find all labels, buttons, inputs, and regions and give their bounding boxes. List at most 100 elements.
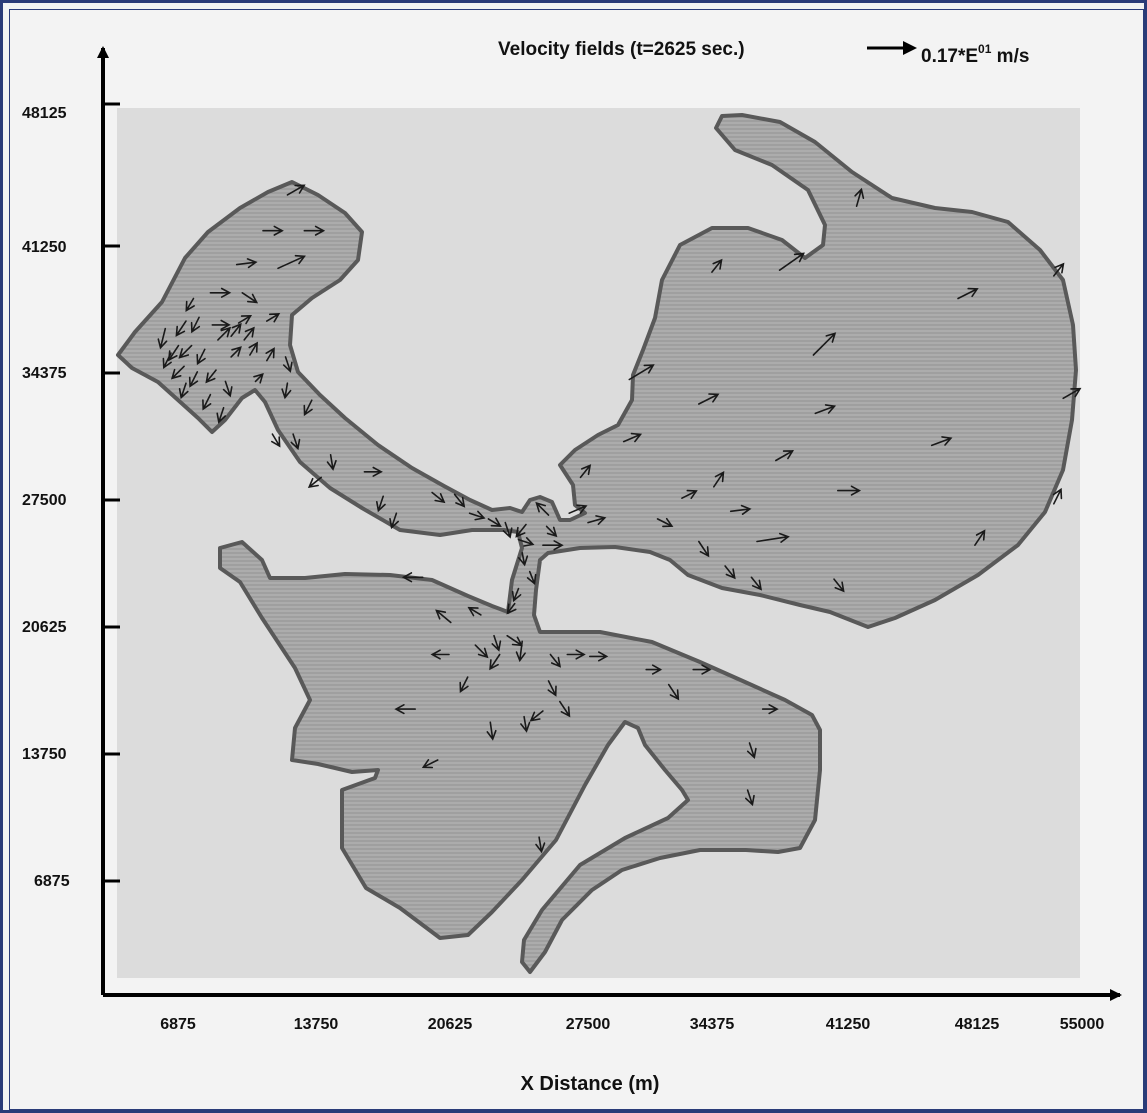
velocity-vector [529,710,544,722]
velocity-vector [502,521,513,539]
velocity-vector [453,493,466,508]
velocity-vector [698,393,720,405]
velocity-vector [833,578,845,593]
velocity-vector [253,373,264,384]
y-tick-label: 20625 [22,619,67,636]
velocity-vector [162,352,172,369]
velocity-vector [190,316,201,334]
velocity-vector [487,517,502,527]
legend-scale-exponent: 01 [978,42,992,56]
velocity-vector [459,676,469,693]
velocity-vector [692,664,712,675]
y-tick-label: 34375 [22,365,67,382]
velocity-vector [188,371,199,388]
velocity-vector [211,319,231,330]
velocity-vector [167,344,180,362]
velocity-vector [431,491,446,504]
velocity-vector [290,433,301,451]
velocity-vector [196,348,206,366]
velocity-vector [568,504,588,514]
velocity-vector [489,653,501,671]
velocity-vector [363,466,383,477]
velocity-vector [216,406,227,424]
y-tick-label: 6875 [34,873,70,890]
velocity-vector [750,576,763,591]
legend-scale-arrow-head [903,41,917,55]
water-body [116,113,1078,974]
velocity-vector [175,320,187,337]
velocity-vector [628,364,655,381]
velocity-vector [467,606,482,617]
velocity-vector [974,529,986,546]
velocity-vector [812,332,837,356]
velocity-vector [729,504,752,515]
velocity-vector [185,297,195,312]
velocity-vector [761,704,779,715]
chart-title: Velocity fields (t=2625 sec.) [498,39,745,60]
velocity-vector [262,225,284,236]
velocity-vector [421,759,439,769]
velocity-vector [542,540,564,551]
velocity-vector [713,471,725,488]
x-tick-label: 6875 [160,1016,196,1033]
velocity-vector [241,292,259,304]
velocity-vector [814,404,837,415]
velocity-vector [778,252,805,271]
velocity-vector [430,649,450,660]
velocity-vector [559,700,571,718]
velocity-vector [579,464,592,479]
legend-scale-label: 0.17*E01 m/s [921,42,1029,67]
velocity-vector [957,287,979,300]
velocity-vector [511,587,522,603]
x-tick-label: 20625 [428,1016,473,1033]
velocity-vector [474,644,489,659]
velocity-vector [202,393,212,411]
velocity-vector [265,347,275,362]
x-tick-label: 34375 [690,1016,735,1033]
velocity-vector [667,683,680,701]
velocity-vector [547,680,557,697]
velocity-vector [157,327,168,350]
velocity-vector [303,399,313,417]
velocity-vector [248,341,258,356]
x-tick-label: 48125 [955,1016,1000,1033]
velocity-vector [178,344,193,359]
velocity-vector [520,715,531,733]
velocity-vector [587,515,607,525]
velocity-vector [535,501,550,516]
velocity-vector [526,570,537,586]
velocity-vector [535,836,546,854]
velocity-vector [517,537,535,547]
y-tick-label: 27500 [22,492,67,509]
velocity-vector [486,721,497,741]
figure-inner-border [9,9,1144,1110]
velocity-vector [243,326,255,341]
velocity-vector [235,258,258,269]
x-axis-label: X Distance (m) [521,1073,660,1095]
velocity-vector [205,369,217,384]
velocity-vector [209,287,232,298]
y-tick-label: 13750 [22,746,67,763]
velocity-vector [217,326,232,341]
x-tick-label: 55000 [1060,1016,1105,1033]
velocity-vector [724,565,736,580]
velocity-vector [389,512,399,530]
velocity-vector [681,489,698,500]
velocity-vector [303,225,326,236]
velocity-vector [589,651,609,662]
velocity-vector [746,742,757,759]
velocity-vectors-group [157,184,1082,854]
velocity-vector [237,314,253,325]
velocity-vector [277,254,306,270]
x-tick-label: 13750 [294,1016,339,1033]
velocity-vector [515,523,527,538]
velocity-vector [622,432,643,443]
velocity-vector [645,664,663,675]
velocity-vector [1053,262,1065,277]
velocity-vector [326,454,337,471]
velocity-vector [222,380,233,398]
velocity-vector [756,532,790,543]
velocity-vector [549,653,562,668]
x-tick-label: 27500 [566,1016,611,1033]
